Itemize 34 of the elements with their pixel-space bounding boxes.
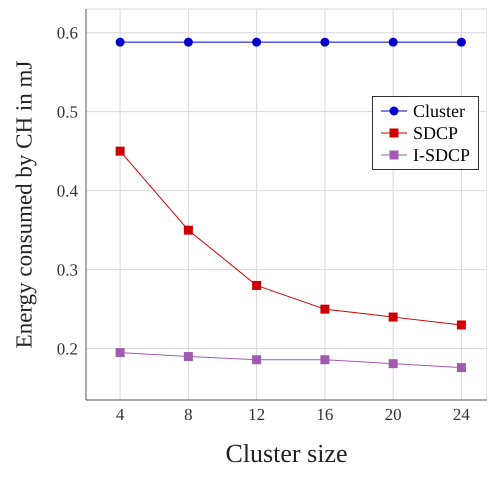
legend-label: SDCP	[412, 122, 458, 144]
y-tick-label: 0.5	[56, 102, 78, 122]
point	[388, 312, 398, 322]
y-axis-title: Energy consumed by CH in mJ	[11, 60, 36, 348]
x-tick-label: 12	[248, 405, 266, 424]
point	[320, 304, 330, 314]
point	[184, 352, 193, 362]
y-tick-label: 0.3	[56, 260, 78, 280]
point	[320, 355, 330, 364]
point	[388, 38, 398, 47]
legend-label: Cluster	[412, 100, 465, 122]
point	[388, 359, 398, 368]
legend-label: I-SDCP	[412, 144, 470, 166]
point	[456, 38, 466, 47]
x-tick-label: 24	[452, 405, 470, 424]
point	[252, 355, 262, 364]
point	[252, 280, 262, 290]
point	[184, 226, 193, 235]
x-tick-label: 4	[116, 405, 125, 424]
x-tick-label: 16	[316, 405, 334, 424]
point	[116, 348, 125, 358]
point	[116, 146, 125, 156]
x-tick-label: 8	[184, 405, 193, 424]
x-tick-label: 20	[384, 405, 402, 424]
point	[252, 38, 262, 47]
point	[456, 320, 466, 330]
y-tick-label: 0.6	[56, 24, 78, 43]
point	[116, 38, 125, 47]
point	[320, 38, 330, 47]
point	[456, 363, 466, 372]
y-tick-label: 0.2	[56, 340, 78, 359]
point	[184, 38, 193, 47]
x-axis-title: Cluster size	[225, 439, 348, 468]
y-tick-label: 0.4	[56, 182, 78, 201]
